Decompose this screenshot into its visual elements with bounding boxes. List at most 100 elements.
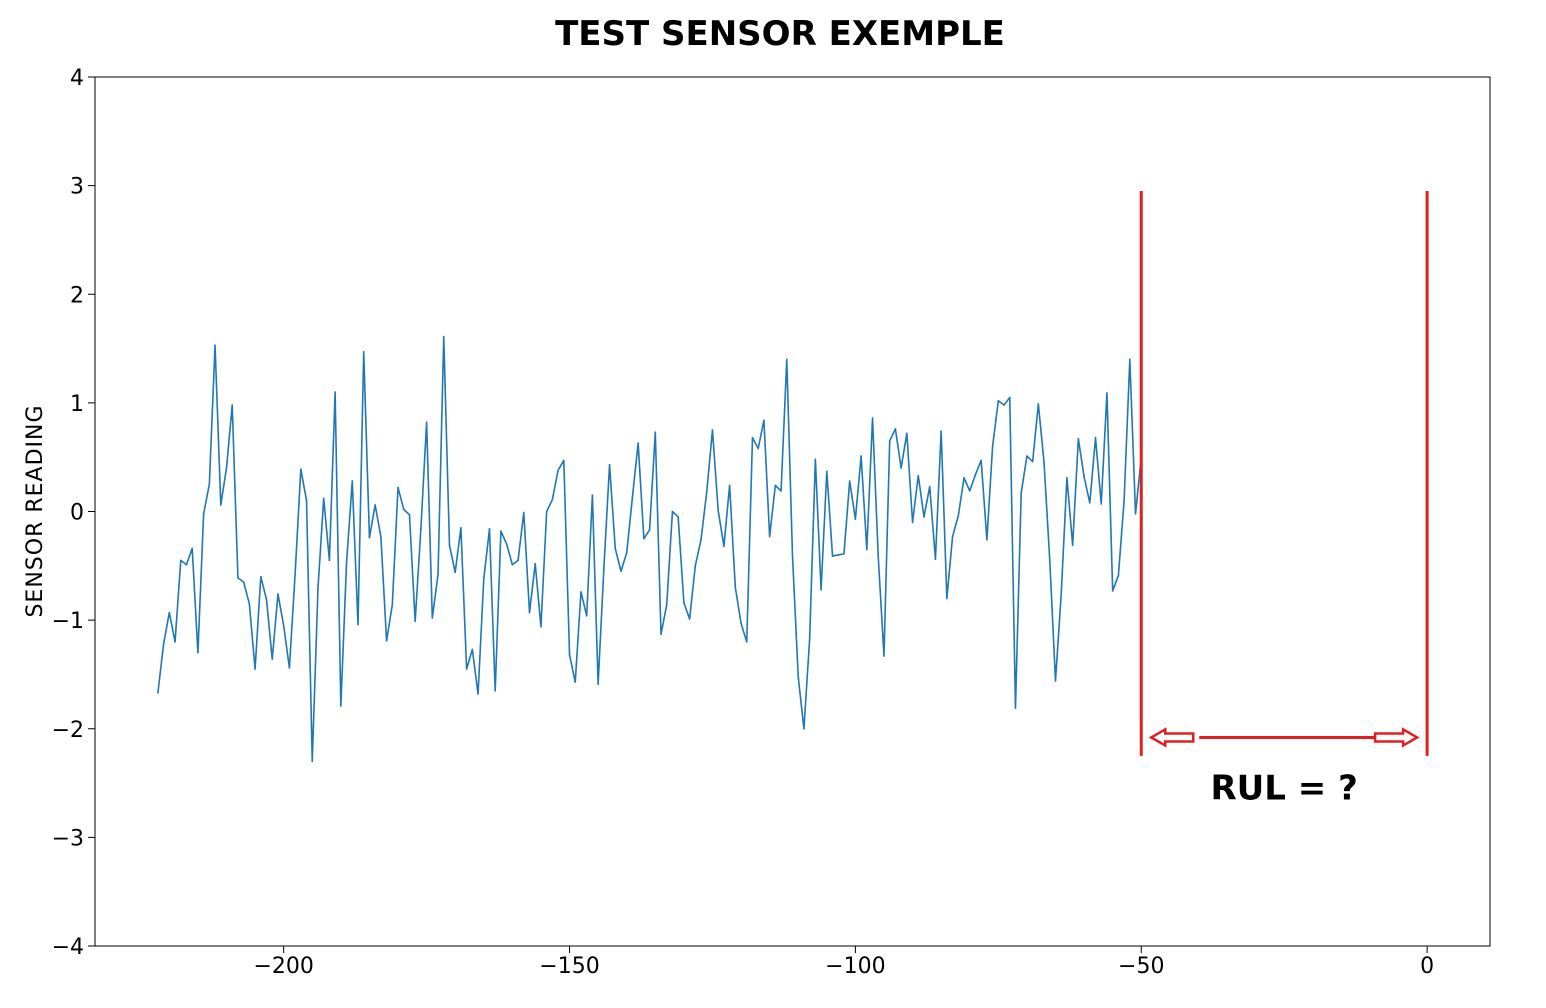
data-point: [1060, 593, 1062, 595]
data-point: [877, 556, 879, 558]
data-point: [351, 480, 353, 482]
data-point: [323, 498, 325, 500]
data-point: [849, 480, 851, 482]
rul-arrow-left: [1151, 729, 1193, 745]
data-point: [397, 487, 399, 489]
ticks: −4 −3 −2 −1 0 1 2 3 4 −200 −150 −100 −50 0: [52, 66, 1435, 979]
data-point: [837, 554, 839, 556]
data-point: [329, 560, 331, 562]
data-point: [243, 581, 245, 583]
data-point: [277, 593, 279, 595]
data-point: [900, 467, 902, 469]
data-point: [689, 618, 691, 620]
data-point: [1129, 359, 1131, 361]
data-point: [552, 499, 554, 501]
data-point: [820, 589, 822, 591]
data-point: [226, 467, 228, 469]
annotations: [1141, 191, 1427, 756]
data-point: [477, 693, 479, 695]
data-point: [1032, 461, 1034, 463]
data-point: [815, 459, 817, 461]
data-point: [717, 510, 719, 512]
data-point: [1015, 707, 1017, 709]
data-point: [946, 598, 948, 600]
data-point: [546, 511, 548, 513]
data-point: [666, 604, 668, 606]
data-point: [500, 530, 502, 532]
data-point: [860, 455, 862, 457]
data-point: [883, 655, 885, 657]
data-point: [992, 446, 994, 448]
data-point: [294, 574, 296, 576]
data-point: [1009, 397, 1011, 399]
data-point: [935, 558, 937, 560]
data-point: [443, 336, 445, 338]
data-point: [695, 565, 697, 567]
data-point: [557, 469, 559, 471]
data-point: [586, 615, 588, 617]
data-point: [231, 404, 233, 406]
data-point: [855, 518, 857, 520]
data-point: [752, 437, 754, 439]
data-point: [1083, 476, 1085, 478]
data-point: [472, 649, 474, 651]
data-point: [1123, 500, 1125, 502]
data-point: [169, 612, 171, 614]
data-point: [786, 359, 788, 361]
data-point: [620, 570, 622, 572]
data-point: [414, 620, 416, 622]
data-point: [643, 538, 645, 540]
x-tick-label: 0: [1420, 954, 1434, 979]
data-point: [929, 486, 931, 488]
data-point: [757, 448, 759, 450]
data-point: [266, 599, 268, 601]
data-point: [317, 588, 319, 590]
data-point: [969, 490, 971, 492]
data-point: [426, 422, 428, 424]
data-point: [1043, 462, 1045, 464]
data-point: [489, 528, 491, 530]
data-point: [700, 539, 702, 541]
data-point: [483, 578, 485, 580]
data-point: [609, 464, 611, 466]
data-point: [1026, 455, 1028, 457]
data-point: [197, 652, 199, 654]
rul-label: RUL = ?: [1211, 768, 1358, 808]
data-point: [597, 683, 599, 685]
data-point: [660, 633, 662, 635]
data-point: [203, 513, 205, 515]
y-tick-label: −4: [52, 935, 84, 960]
data-point: [912, 522, 914, 524]
axes: [95, 77, 1490, 946]
data-point: [917, 475, 919, 477]
data-point: [843, 553, 845, 555]
y-tick-label: 2: [70, 283, 84, 308]
data-point: [866, 549, 868, 551]
data-point: [534, 563, 536, 565]
data-point: [706, 491, 708, 493]
data-point: [220, 504, 222, 506]
x-tick-label: −100: [825, 954, 885, 979]
data-point: [523, 512, 525, 514]
plot-frame: [95, 77, 1490, 946]
data-point: [740, 623, 742, 625]
y-axis-label-group: SENSOR READING: [23, 404, 48, 617]
x-tick-label: −150: [539, 954, 599, 979]
rul-arrow-right: [1375, 729, 1417, 745]
data-point: [340, 705, 342, 707]
data-point: [809, 638, 811, 640]
data-point: [437, 574, 439, 576]
data-point: [403, 509, 405, 511]
data-point: [957, 515, 959, 517]
data-point: [191, 548, 193, 550]
data-point: [603, 568, 605, 570]
y-tick-label: 0: [70, 501, 84, 526]
data-point: [723, 545, 725, 547]
data-point: [712, 429, 714, 431]
data-point: [569, 654, 571, 656]
data-point: [391, 604, 393, 606]
data-point: [254, 668, 256, 670]
data-point: [923, 516, 925, 518]
data-point: [186, 564, 188, 566]
